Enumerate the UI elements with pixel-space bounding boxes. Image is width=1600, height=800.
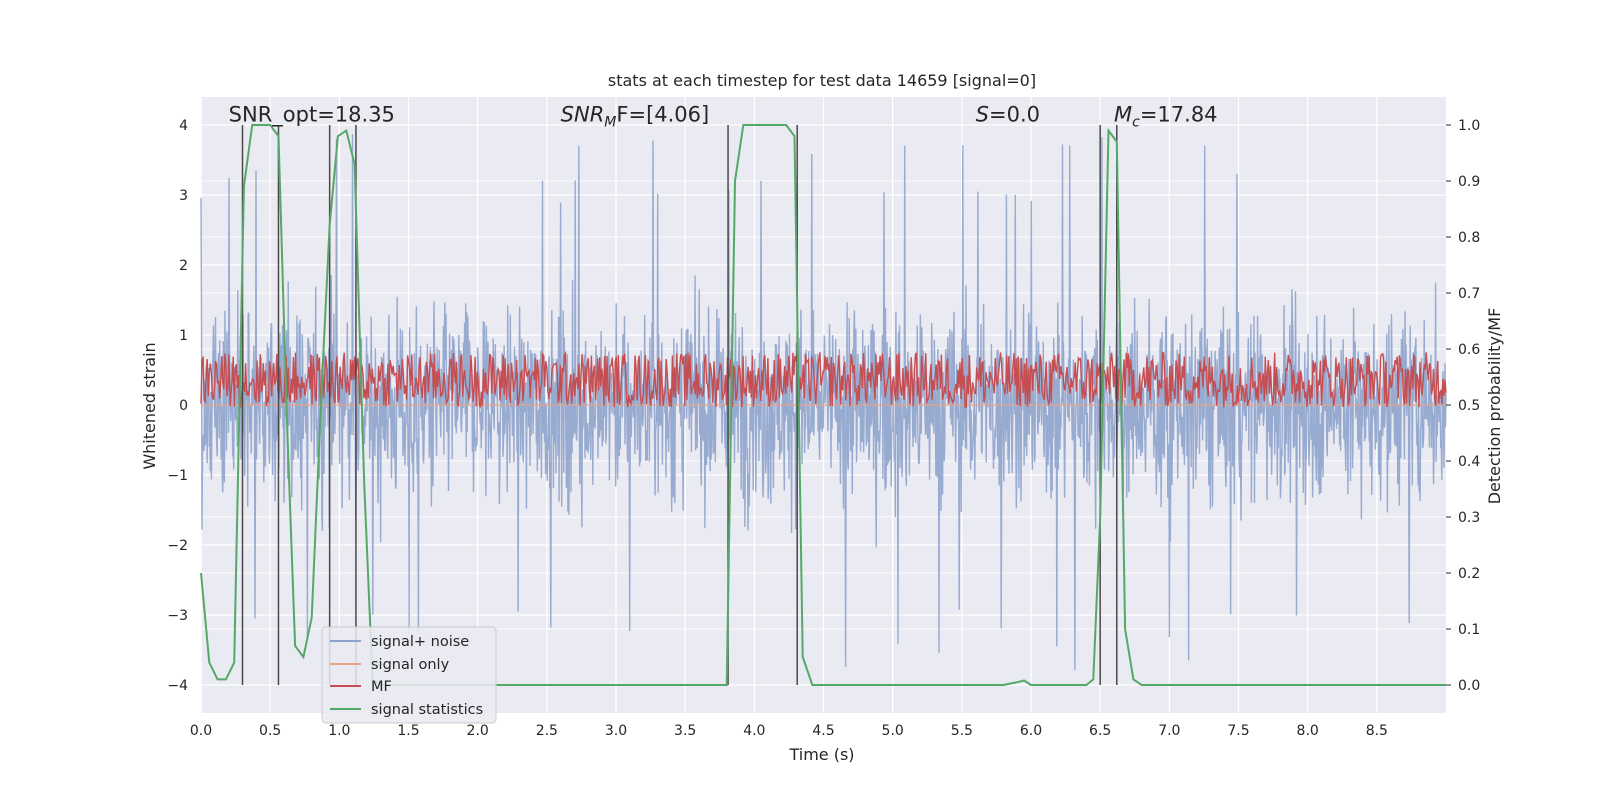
noise-line: [200, 134, 1447, 671]
x-tick-label: 4.0: [743, 723, 765, 739]
y-right-tick-label: 0.9: [1458, 174, 1480, 190]
axis-ticks: 0.0 0.5 1.0 1.5 2.0 2.5 3.0 3.5 4.0 4.5 5.0 5.5 6.0 6…: [167, 118, 1480, 739]
y-left-tick-label: −1: [167, 468, 188, 484]
mf-line: [200, 350, 1447, 409]
annotations: SNR_opt=18.35 SNRMF=[4.06] S=0.0 Mc=17.84: [229, 103, 1218, 131]
x-tick-label: 6.5: [1089, 723, 1111, 739]
y-right-tick-label: 0.6: [1458, 342, 1480, 358]
x-tick-label: 5.5: [951, 723, 973, 739]
y-right-tick-label: 1.0: [1458, 118, 1480, 134]
y-left-tick-label: 3: [179, 188, 188, 204]
y-left-tick-label: 0: [179, 398, 188, 414]
x-tick-label: 7.5: [1227, 723, 1249, 739]
x-tick-label: 3.0: [605, 723, 627, 739]
x-tick-label: 2.5: [536, 723, 558, 739]
legend-label-signal-only: signal only: [371, 657, 450, 673]
legend-label-noise: signal+ noise: [371, 634, 469, 650]
x-tick-label: 0.0: [190, 723, 212, 739]
vertical-markers: [241, 125, 1118, 685]
y-right-tick-label: 0.4: [1458, 454, 1480, 470]
series-signal-plus-noise: [200, 134, 1447, 671]
x-axis-label: Time (s): [788, 745, 854, 764]
legend-label-stats: signal statistics: [371, 702, 483, 718]
y-left-tick-label: 4: [179, 118, 188, 134]
y-left-tick-label: −4: [167, 678, 188, 694]
y-right-tick-label: 0.5: [1458, 398, 1480, 414]
x-tick-label: 0.5: [259, 723, 281, 739]
legend: signal+ noise signal only MF signal stat…: [321, 626, 497, 724]
annotation-text: Mc=17.84: [1114, 103, 1218, 131]
y-left-tick-label: −3: [167, 608, 188, 624]
series-signal-statistics: [200, 124, 1446, 686]
y-right-tick-label: 0.7: [1458, 286, 1480, 302]
x-tick-label: 7.0: [1158, 723, 1180, 739]
y-axis-left-label: Whitened strain: [140, 342, 159, 469]
x-tick-label: 5.0: [882, 723, 904, 739]
x-tick-label: 2.0: [467, 723, 489, 739]
signal-statistics-line: [200, 124, 1446, 686]
y-right-tick-label: 0.0: [1458, 678, 1480, 694]
x-tick-label: 1.5: [397, 723, 419, 739]
y-right-tick-label: 0.1: [1458, 622, 1480, 638]
y-right-tick-label: 0.8: [1458, 230, 1480, 246]
x-tick-label: 1.0: [328, 723, 350, 739]
y-right-tick-label: 0.3: [1458, 510, 1480, 526]
x-tick-label: 4.5: [812, 723, 834, 739]
y-axis-right-label: Detection probability/MF: [1485, 308, 1504, 505]
y-left-tick-label: −2: [167, 538, 188, 554]
annotation-text: SNR_opt=18.35: [229, 103, 395, 128]
y-left-tick-label: 1: [179, 328, 188, 344]
legend-box: [321, 626, 497, 724]
chart-title: stats at each timestep for test data 146…: [608, 71, 1036, 90]
annotation-text: S=0.0: [976, 103, 1040, 127]
y-right-tick-label: 0.2: [1458, 566, 1480, 582]
series-mf: [200, 350, 1447, 409]
x-tick-label: 3.5: [674, 723, 696, 739]
x-tick-label: 8.5: [1366, 723, 1388, 739]
y-left-tick-label: 2: [179, 258, 188, 274]
x-tick-label: 6.0: [1020, 723, 1042, 739]
legend-label-mf: MF: [371, 679, 392, 695]
annotation-text: SNRMF=[4.06]: [561, 103, 710, 131]
x-tick-label: 8.0: [1297, 723, 1319, 739]
